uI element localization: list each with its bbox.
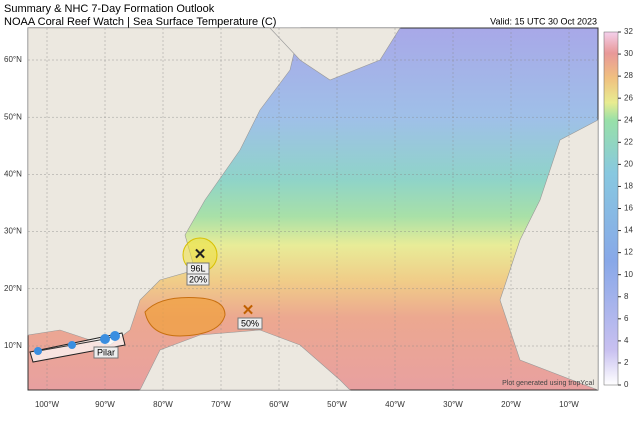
storm-track [37, 335, 116, 352]
colorbar-label: 0 [624, 380, 629, 389]
invest-label: 96L [190, 263, 205, 273]
colorbar-label: 4 [624, 336, 629, 345]
label-box [186, 273, 210, 286]
label-box [237, 317, 263, 330]
lon-label: 60°W [269, 400, 289, 409]
map: ✕ ✕ 96L 20% 50% Pilar Plot generated usi… [27, 27, 599, 391]
lon-label: 10°W [559, 400, 579, 409]
lon-label: 100°W [35, 400, 60, 409]
lon-label: 20°W [501, 400, 521, 409]
lat-label: 20°N [4, 284, 22, 293]
colorbar-label: 14 [624, 226, 633, 235]
lon-label: 50°W [327, 400, 347, 409]
colorbar [603, 31, 619, 386]
lon-label: 40°W [385, 400, 405, 409]
colorbar-label: 12 [624, 248, 633, 257]
colorbar-label: 26 [624, 93, 633, 102]
track-point [34, 347, 42, 355]
graticule [28, 28, 598, 390]
title: Summary & NHC 7-Day Formation Outlook [4, 3, 215, 15]
lon-label: 80°W [153, 400, 173, 409]
marker-96l: ✕ [194, 246, 207, 263]
colorbar-label: 28 [624, 71, 633, 80]
colorbar-label: 10 [624, 270, 633, 279]
lon-label: 30°W [443, 400, 463, 409]
colorbar-label: 16 [624, 204, 633, 213]
colorbar-label: 2 [624, 358, 629, 367]
lat-label: 30°N [4, 227, 22, 236]
colorbar-label: 18 [624, 182, 633, 191]
africa-europe [499, 119, 599, 391]
label-box [93, 346, 119, 359]
valid-time: Valid: 15 UTC 30 Oct 2023 [490, 16, 597, 26]
footer: Plot generated using tropYcal [502, 380, 594, 387]
colorbar-label: 8 [624, 292, 629, 301]
colorbar-label: 22 [624, 137, 633, 146]
storm-name: Pilar [97, 347, 115, 357]
colorbar-label: 20 [624, 159, 633, 168]
colorbar-label: 24 [624, 115, 633, 124]
invest-chance: 20% [189, 274, 207, 284]
lat-label: 60°N [4, 55, 22, 64]
track-point [100, 334, 110, 344]
track-point [110, 331, 120, 341]
colorbar-label: 32 [624, 27, 633, 36]
labels: 60°N 50°N 40°N 30°N 20°N 10°N 100°W 90°W 80°W 70°… [4, 27, 633, 409]
track-point [68, 341, 76, 349]
lat-label: 50°N [4, 112, 22, 121]
subtitle: NOAA Coral Reef Watch | Sea Surface Temp… [4, 16, 276, 28]
lat-label: 40°N [4, 170, 22, 179]
lon-label: 90°W [95, 400, 115, 409]
north-america [27, 27, 301, 346]
lat-label: 10°N [4, 341, 22, 350]
area-2 [144, 297, 226, 337]
area-chance: 50% [241, 318, 259, 328]
south-america [139, 329, 351, 391]
marker-2: ✕ [242, 302, 255, 319]
colorbar-label: 30 [624, 49, 633, 58]
lon-label: 70°W [211, 400, 231, 409]
greenland [269, 27, 401, 81]
colorbar-label: 6 [624, 314, 629, 323]
